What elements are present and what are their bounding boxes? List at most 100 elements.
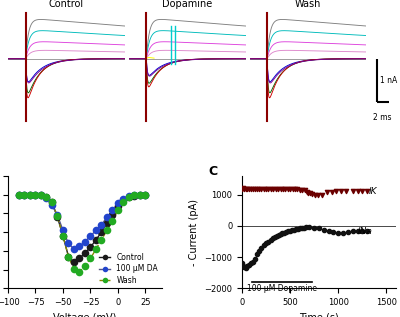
- Point: [299, 187, 305, 192]
- Point: [258, 186, 264, 191]
- Title: Control: Control: [49, 0, 84, 10]
- Point: [265, 187, 272, 192]
- Point: [243, 266, 249, 271]
- Point: [338, 189, 344, 194]
- Point: [275, 232, 282, 237]
- Point: [350, 229, 356, 234]
- Text: INa: INa: [358, 227, 372, 236]
- Point: [303, 189, 310, 194]
- Point: [324, 190, 330, 195]
- Point: [251, 186, 258, 191]
- Point: [265, 239, 272, 244]
- Point: [268, 186, 274, 191]
- Point: [302, 225, 309, 230]
- Point: [246, 186, 252, 191]
- Text: C: C: [208, 165, 217, 178]
- Text: 100 μM Dopamine: 100 μM Dopamine: [247, 284, 317, 293]
- Point: [287, 228, 293, 233]
- Point: [246, 262, 252, 268]
- Point: [296, 187, 303, 192]
- Point: [309, 191, 316, 197]
- Point: [268, 237, 274, 243]
- Text: IK: IK: [369, 187, 378, 196]
- Point: [244, 186, 250, 191]
- Point: [274, 233, 280, 238]
- Point: [272, 235, 278, 240]
- Point: [298, 225, 305, 230]
- Point: [254, 252, 260, 257]
- Point: [248, 261, 254, 266]
- Point: [279, 231, 286, 236]
- Point: [287, 187, 293, 192]
- Point: [330, 230, 337, 235]
- X-axis label: Voltage (mV): Voltage (mV): [53, 313, 117, 317]
- Point: [335, 230, 342, 236]
- Point: [250, 186, 256, 191]
- Point: [277, 187, 284, 192]
- Point: [354, 229, 361, 234]
- Point: [343, 188, 349, 193]
- Point: [239, 261, 245, 266]
- Point: [260, 243, 267, 248]
- Point: [270, 187, 276, 192]
- Point: [241, 186, 248, 191]
- Point: [243, 186, 249, 191]
- Point: [345, 230, 351, 235]
- Point: [289, 228, 295, 233]
- Point: [359, 189, 366, 194]
- Point: [301, 187, 308, 192]
- Point: [241, 264, 248, 269]
- Point: [248, 186, 254, 191]
- Legend: Control, 100 μM DA, Wash: Control, 100 μM DA, Wash: [99, 253, 158, 285]
- Point: [251, 256, 258, 261]
- Point: [307, 191, 314, 196]
- Point: [300, 225, 307, 230]
- Point: [333, 189, 340, 194]
- Point: [312, 192, 318, 197]
- X-axis label: Time (s): Time (s): [299, 313, 339, 317]
- Point: [326, 229, 332, 234]
- Text: A: A: [0, 0, 4, 1]
- Point: [277, 232, 284, 237]
- Point: [270, 236, 276, 241]
- Point: [295, 226, 301, 231]
- Point: [250, 259, 256, 264]
- Point: [340, 230, 346, 235]
- Point: [306, 225, 312, 230]
- Point: [239, 186, 245, 191]
- Point: [315, 193, 321, 198]
- Point: [244, 263, 250, 268]
- Point: [283, 230, 290, 235]
- Point: [256, 186, 262, 191]
- Point: [281, 230, 288, 235]
- Point: [284, 187, 291, 192]
- Point: [282, 187, 288, 192]
- Point: [296, 226, 303, 231]
- Point: [294, 187, 300, 192]
- Point: [291, 227, 297, 232]
- Point: [354, 189, 361, 194]
- Y-axis label: - Current (pA): - Current (pA): [189, 199, 199, 266]
- Point: [272, 186, 279, 191]
- Point: [293, 227, 299, 232]
- Point: [289, 187, 296, 192]
- Point: [321, 227, 327, 232]
- Point: [254, 186, 260, 191]
- Point: [263, 186, 269, 191]
- Point: [240, 263, 246, 268]
- Point: [311, 225, 318, 230]
- Point: [285, 229, 292, 234]
- Point: [280, 186, 286, 191]
- Point: [305, 190, 312, 195]
- Title: Dopamine: Dopamine: [162, 0, 212, 10]
- Point: [364, 189, 370, 194]
- Text: 2 ms: 2 ms: [373, 113, 392, 122]
- Text: 1 nA: 1 nA: [380, 76, 397, 85]
- Point: [260, 187, 267, 192]
- Point: [316, 226, 322, 231]
- Point: [256, 249, 262, 254]
- Point: [364, 228, 370, 233]
- Point: [350, 189, 356, 194]
- Point: [292, 187, 298, 192]
- Point: [263, 241, 269, 246]
